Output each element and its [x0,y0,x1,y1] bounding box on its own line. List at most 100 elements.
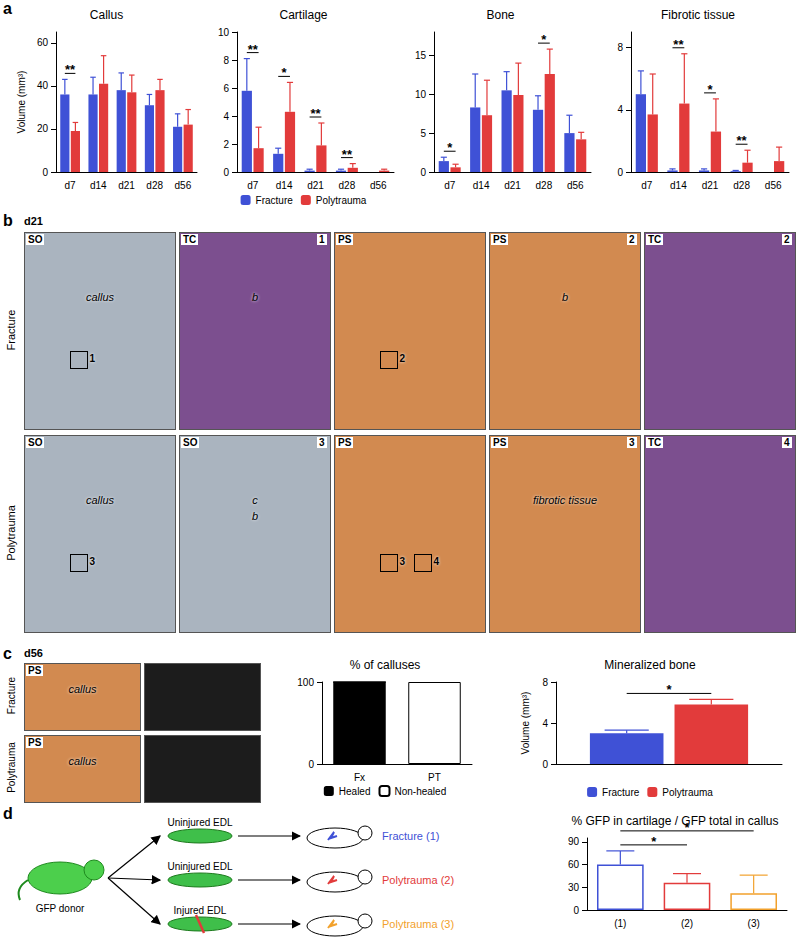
svg-text:Injured EDL: Injured EDL [174,905,227,916]
svg-text:**: ** [65,62,76,77]
svg-text:*: * [666,682,672,697]
html-text:callus: callus [85,494,115,507]
svg-text:Uninjured EDL: Uninjured EDL [167,861,232,872]
svg-text:d14: d14 [473,180,490,191]
svg-text:30: 30 [568,882,580,893]
svg-text:Fx: Fx [354,772,365,783]
svg-text:d14: d14 [90,180,107,191]
svg-text:d28: d28 [536,180,553,191]
svg-text:d21: d21 [307,180,324,191]
svg-text:**: ** [342,147,353,162]
svg-text:Bone: Bone [486,8,514,22]
svg-text:d56: d56 [567,180,584,191]
html-text:callus: callus [85,291,115,304]
svg-text:*: * [707,82,713,97]
svg-text:Polytrauma: Polytrauma [662,787,713,798]
svg-text:d28: d28 [146,180,163,191]
svg-text:d7: d7 [247,180,259,191]
html-text:d56: d56 [24,647,43,659]
svg-text:100: 100 [297,677,314,688]
svg-text:20: 20 [37,123,49,134]
html-text:SO: SO [28,234,43,245]
svg-text:d56: d56 [175,180,192,191]
svg-text:d56: d56 [765,180,782,191]
html-text:Polytrauma: Polytrauma [5,742,17,793]
svg-text:Non-healed: Non-healed [394,786,446,797]
svg-text:0: 0 [223,167,229,178]
html-text:Fracture: Fracture [5,676,17,715]
svg-text:d21: d21 [702,180,719,191]
svg-text:0: 0 [617,167,623,178]
svg-text:**: ** [310,106,321,121]
svg-text:40: 40 [37,80,49,91]
html-text:callus: callus [68,683,97,696]
html-text:callus: callus [68,755,97,768]
svg-text:0: 0 [573,905,579,916]
html-text:Polytrauma: Polytrauma [5,505,17,561]
svg-text:*: * [651,834,657,849]
svg-text:% of calluses: % of calluses [350,658,421,672]
svg-text:d7: d7 [65,180,77,191]
svg-text:d21: d21 [504,180,521,191]
svg-text:90: 90 [568,836,580,847]
html-text:PS: PS [493,234,507,245]
svg-text:Healed: Healed [339,786,371,797]
svg-text:d28: d28 [339,180,356,191]
svg-text:6: 6 [223,83,229,94]
svg-text:d28: d28 [733,180,750,191]
svg-text:*: * [447,140,453,155]
svg-text:**: ** [673,37,684,52]
svg-text:0: 0 [420,167,426,178]
svg-text:*: * [282,65,288,80]
svg-text:10: 10 [218,27,230,38]
html-text:fibrotic tissue: fibrotic tissue [532,494,598,507]
svg-text:Polytrauma (2): Polytrauma (2) [382,874,454,886]
svg-text:60: 60 [568,859,580,870]
svg-text:Fracture: Fracture [256,195,294,206]
svg-text:**: ** [737,133,748,148]
svg-text:0: 0 [308,759,314,770]
svg-text:4: 4 [617,104,623,115]
svg-text:Polytrauma (3): Polytrauma (3) [382,918,454,930]
svg-text:d21: d21 [118,180,135,191]
svg-text:Callus: Callus [90,8,123,22]
svg-text:10: 10 [415,89,427,100]
svg-text:% GFP in cartilage / GFP total: % GFP in cartilage / GFP total in callus [572,814,779,828]
html-text:Fracture: Fracture [5,309,17,351]
svg-text:*: * [541,32,547,47]
html-text:TC: TC [183,234,197,245]
svg-text:5: 5 [420,128,426,139]
svg-text:0: 0 [42,167,48,178]
svg-text:**: ** [248,42,259,57]
html-text:PS: PS [338,234,352,245]
svg-text:PT: PT [428,772,441,783]
svg-text:2: 2 [223,139,229,150]
svg-text:d7: d7 [444,180,456,191]
svg-text:Fibrotic tissue: Fibrotic tissue [661,8,735,22]
svg-text:Fracture (1): Fracture (1) [382,830,439,842]
svg-text:GFP donor: GFP donor [36,903,85,914]
svg-text:Cartilage: Cartilage [279,8,327,22]
svg-text:d14: d14 [670,180,687,191]
svg-text:Mineralized bone: Mineralized bone [604,658,696,672]
svg-text:Uninjured EDL: Uninjured EDL [167,817,232,828]
svg-text:8: 8 [617,42,623,53]
svg-text:Volume (mm³): Volume (mm³) [16,71,27,134]
svg-text:8: 8 [223,55,229,66]
svg-text:0: 0 [542,759,548,770]
html-text:d21: d21 [24,215,43,227]
svg-text:60: 60 [37,37,49,48]
svg-text:8: 8 [542,677,548,688]
svg-text:d7: d7 [641,180,653,191]
svg-text:Fracture: Fracture [602,787,640,798]
svg-text:15: 15 [415,50,427,61]
svg-text:4: 4 [542,718,548,729]
svg-text:(2): (2) [681,918,693,929]
svg-text:(3): (3) [748,918,760,929]
svg-text:4: 4 [223,111,229,122]
svg-text:(1): (1) [614,918,626,929]
svg-text:Volume (mm³): Volume (mm³) [520,692,531,755]
svg-text:Polytrauma: Polytrauma [316,195,367,206]
svg-text:d14: d14 [276,180,293,191]
svg-text:d56: d56 [370,180,387,191]
